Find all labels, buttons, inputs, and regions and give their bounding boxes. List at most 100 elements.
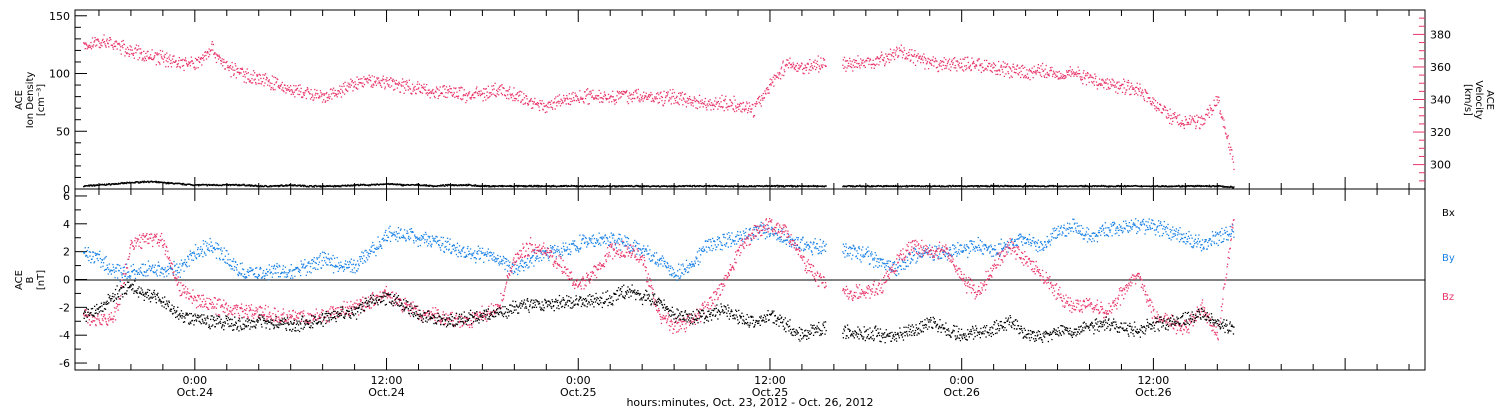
velocity-point — [514, 100, 516, 102]
by-point — [87, 247, 89, 249]
velocity-point — [759, 103, 761, 105]
by-point — [97, 253, 99, 255]
density-point — [485, 185, 487, 187]
velocity-point — [640, 96, 643, 98]
velocity-point — [581, 97, 583, 100]
velocity-point — [1180, 122, 1182, 124]
velocity-point — [805, 66, 807, 68]
by-point — [206, 242, 208, 244]
velocity-point — [781, 66, 783, 68]
density-point — [1140, 185, 1142, 188]
velocity-point — [913, 53, 916, 56]
density-point — [141, 181, 143, 183]
by-point — [182, 264, 184, 266]
velocity-point — [1073, 73, 1076, 75]
velocity-point — [300, 87, 302, 90]
velocity-point — [1087, 72, 1089, 75]
velocity-point — [250, 82, 253, 84]
velocity-point — [660, 91, 662, 93]
velocity-point — [563, 97, 565, 99]
velocity-point — [350, 84, 352, 86]
velocity-point — [1047, 73, 1049, 75]
velocity-point — [639, 94, 642, 96]
by-point — [160, 268, 162, 270]
velocity-point — [421, 92, 424, 94]
velocity-point — [1142, 95, 1145, 98]
velocity-point — [262, 74, 264, 76]
velocity-point — [614, 103, 616, 105]
velocity-point — [990, 65, 992, 67]
density-point — [627, 185, 630, 187]
velocity-point — [1114, 84, 1116, 86]
velocity-point — [273, 76, 275, 78]
velocity-point — [1067, 71, 1069, 73]
by-point — [97, 259, 99, 262]
velocity-point — [103, 34, 105, 36]
time-tick-label: 0:00 — [949, 374, 974, 387]
velocity-point — [1163, 109, 1165, 111]
velocity-point — [1209, 104, 1211, 106]
density-point — [580, 185, 582, 187]
velocity-point — [1014, 68, 1016, 70]
velocity-point — [1218, 100, 1220, 102]
velocity-point — [1172, 120, 1174, 122]
velocity-point — [1055, 71, 1057, 73]
velocity-point — [1012, 63, 1014, 65]
velocity-point — [1185, 119, 1187, 121]
velocity-point — [189, 65, 191, 67]
velocity-point — [486, 91, 488, 93]
velocity-point — [167, 65, 169, 68]
velocity-point — [1223, 119, 1225, 121]
velocity-point — [657, 102, 659, 104]
density-point — [1024, 184, 1026, 187]
velocity-point — [1040, 65, 1042, 67]
velocity-point — [1186, 123, 1188, 126]
velocity-point — [138, 57, 141, 59]
velocity-point — [403, 81, 405, 83]
velocity-point — [393, 80, 395, 82]
velocity-point — [259, 74, 261, 76]
density-point — [103, 184, 105, 186]
density-point — [123, 183, 125, 185]
velocity-point — [411, 83, 414, 85]
velocity-point — [440, 92, 442, 95]
density-point — [892, 185, 895, 187]
by-point — [194, 255, 196, 257]
velocity-point — [84, 43, 86, 45]
by-point — [136, 270, 138, 272]
time-tick-label: 0:00 — [182, 374, 207, 387]
velocity-point — [881, 54, 883, 56]
velocity-point — [137, 59, 139, 61]
velocity-point — [406, 82, 408, 84]
velocity-point — [572, 97, 575, 99]
velocity-point — [1001, 68, 1003, 71]
by-point — [257, 275, 259, 278]
velocity-point — [391, 79, 393, 82]
density-point — [1093, 185, 1095, 187]
field-tick-label: -4 — [59, 329, 70, 342]
velocity-point — [601, 97, 603, 99]
density-point — [478, 184, 480, 187]
velocity-point — [678, 103, 680, 106]
velocity-point — [685, 106, 688, 108]
velocity-point — [285, 89, 288, 91]
velocity-point — [423, 83, 425, 85]
velocity-point — [780, 68, 782, 70]
density-point — [1233, 186, 1235, 188]
velocity-point — [233, 73, 235, 75]
by-point — [161, 266, 163, 269]
by-point — [174, 265, 176, 267]
velocity-point — [476, 86, 478, 88]
density-point — [984, 185, 987, 188]
velocity-point — [147, 50, 149, 52]
velocity-point — [872, 63, 874, 66]
density-point — [206, 185, 209, 187]
velocity-point — [468, 91, 471, 93]
velocity-point — [688, 98, 690, 100]
velocity-point — [603, 95, 605, 97]
velocity-point — [306, 87, 309, 89]
velocity-point — [320, 92, 322, 94]
velocity-point — [414, 89, 416, 91]
by-point — [283, 271, 286, 273]
velocity-point — [1057, 78, 1059, 80]
